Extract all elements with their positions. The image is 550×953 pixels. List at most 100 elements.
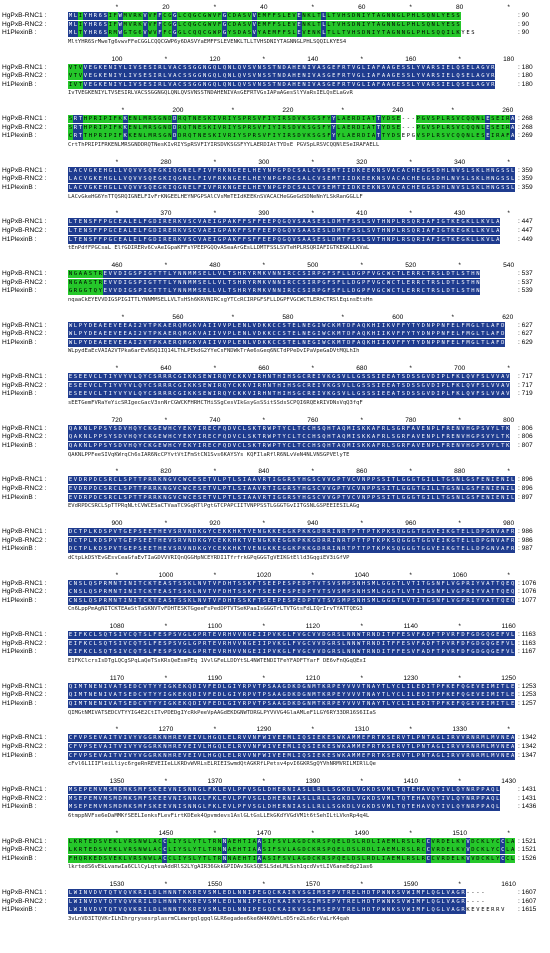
residue: S — [326, 588, 332, 597]
residue: M — [341, 588, 347, 597]
residue: V — [251, 682, 257, 691]
residue: I — [271, 493, 277, 502]
residue: K — [122, 132, 128, 141]
residue: T — [296, 433, 302, 442]
residue: V — [207, 175, 213, 184]
residue: R — [341, 63, 347, 72]
residue: V — [356, 794, 362, 803]
residue: T — [425, 742, 431, 751]
residue: L — [445, 596, 451, 605]
residue: R — [202, 639, 208, 648]
residue: V — [107, 854, 113, 863]
residue: Q — [137, 381, 143, 390]
residue: D — [266, 794, 272, 803]
residue: S — [346, 12, 352, 20]
residue: D — [445, 854, 451, 863]
residue: H — [87, 20, 93, 29]
residue: L — [410, 80, 416, 89]
residue: P — [261, 682, 267, 691]
residue: S — [435, 270, 441, 278]
residue: L — [192, 166, 198, 175]
residue: T — [381, 699, 386, 708]
residue: Q — [500, 596, 506, 605]
residue: G — [177, 381, 183, 390]
residue: G — [167, 20, 173, 29]
residue: R — [246, 123, 252, 132]
residue: N — [425, 441, 431, 450]
residue: R — [192, 889, 198, 898]
residue: E — [485, 132, 491, 141]
residue: G — [470, 330, 476, 339]
residue: Y — [82, 338, 88, 347]
residue: P — [167, 648, 173, 657]
residue: V — [182, 226, 188, 235]
residue: Q — [102, 648, 108, 657]
residue: L — [410, 699, 416, 708]
residue: I — [197, 699, 203, 708]
residue: S — [152, 381, 158, 390]
residue: T — [371, 115, 377, 124]
residue: V — [251, 20, 257, 29]
residue: G — [410, 528, 416, 536]
residue: Y — [296, 484, 302, 493]
residue: S — [251, 123, 257, 132]
residue: G — [147, 742, 153, 751]
residue: C — [197, 20, 203, 29]
residue: E — [202, 132, 208, 141]
residue: V — [197, 226, 203, 235]
residue: A — [291, 837, 297, 846]
residue: F — [336, 80, 342, 89]
residue: G — [470, 639, 476, 648]
residue: I — [440, 786, 446, 794]
residue: K — [465, 218, 471, 227]
residue: F — [212, 175, 218, 184]
residue: F — [336, 72, 342, 81]
residue: G — [192, 20, 198, 29]
residue: V — [281, 837, 287, 846]
residue: R — [177, 536, 183, 545]
residue: I — [281, 132, 287, 141]
residue: P — [137, 287, 143, 296]
residue: K — [197, 536, 203, 545]
residue: V — [356, 682, 362, 691]
residue: R — [286, 278, 292, 287]
residue: S — [381, 476, 386, 485]
residue: C — [157, 846, 163, 855]
residue: F — [112, 115, 118, 124]
residue: E — [311, 381, 317, 390]
residue: S — [366, 588, 372, 597]
residue: P — [102, 226, 108, 235]
residue: E — [68, 373, 73, 382]
residue: F — [217, 579, 223, 588]
residue: Q — [222, 381, 227, 390]
residue: R — [361, 846, 367, 855]
ruler-tick: 520 — [405, 262, 417, 269]
residue: G — [410, 484, 416, 493]
residue: S — [450, 493, 456, 502]
residue: L — [480, 183, 486, 192]
residue: D — [291, 115, 297, 124]
residue: F — [505, 528, 511, 536]
residue: A — [271, 682, 277, 691]
residue: L — [92, 648, 98, 657]
residue: R — [162, 390, 168, 399]
residue: K — [455, 381, 461, 390]
residue: K — [147, 433, 153, 442]
residue: N — [172, 897, 178, 906]
residue: K — [222, 183, 227, 192]
residue: F — [157, 20, 163, 29]
residue: E — [77, 794, 83, 803]
residue: T — [405, 786, 411, 794]
residue: I — [207, 330, 213, 339]
ruler-tick: * — [451, 313, 455, 321]
residue: Y — [246, 270, 252, 278]
residue: T — [102, 373, 108, 382]
residue: I — [470, 588, 476, 597]
residue: P — [475, 433, 481, 442]
residue: N — [276, 63, 282, 72]
residue: L — [495, 441, 501, 450]
residue: Y — [177, 441, 183, 450]
end-position: : 987 — [518, 545, 533, 553]
residue: L — [485, 381, 491, 390]
residue: D — [87, 338, 93, 347]
